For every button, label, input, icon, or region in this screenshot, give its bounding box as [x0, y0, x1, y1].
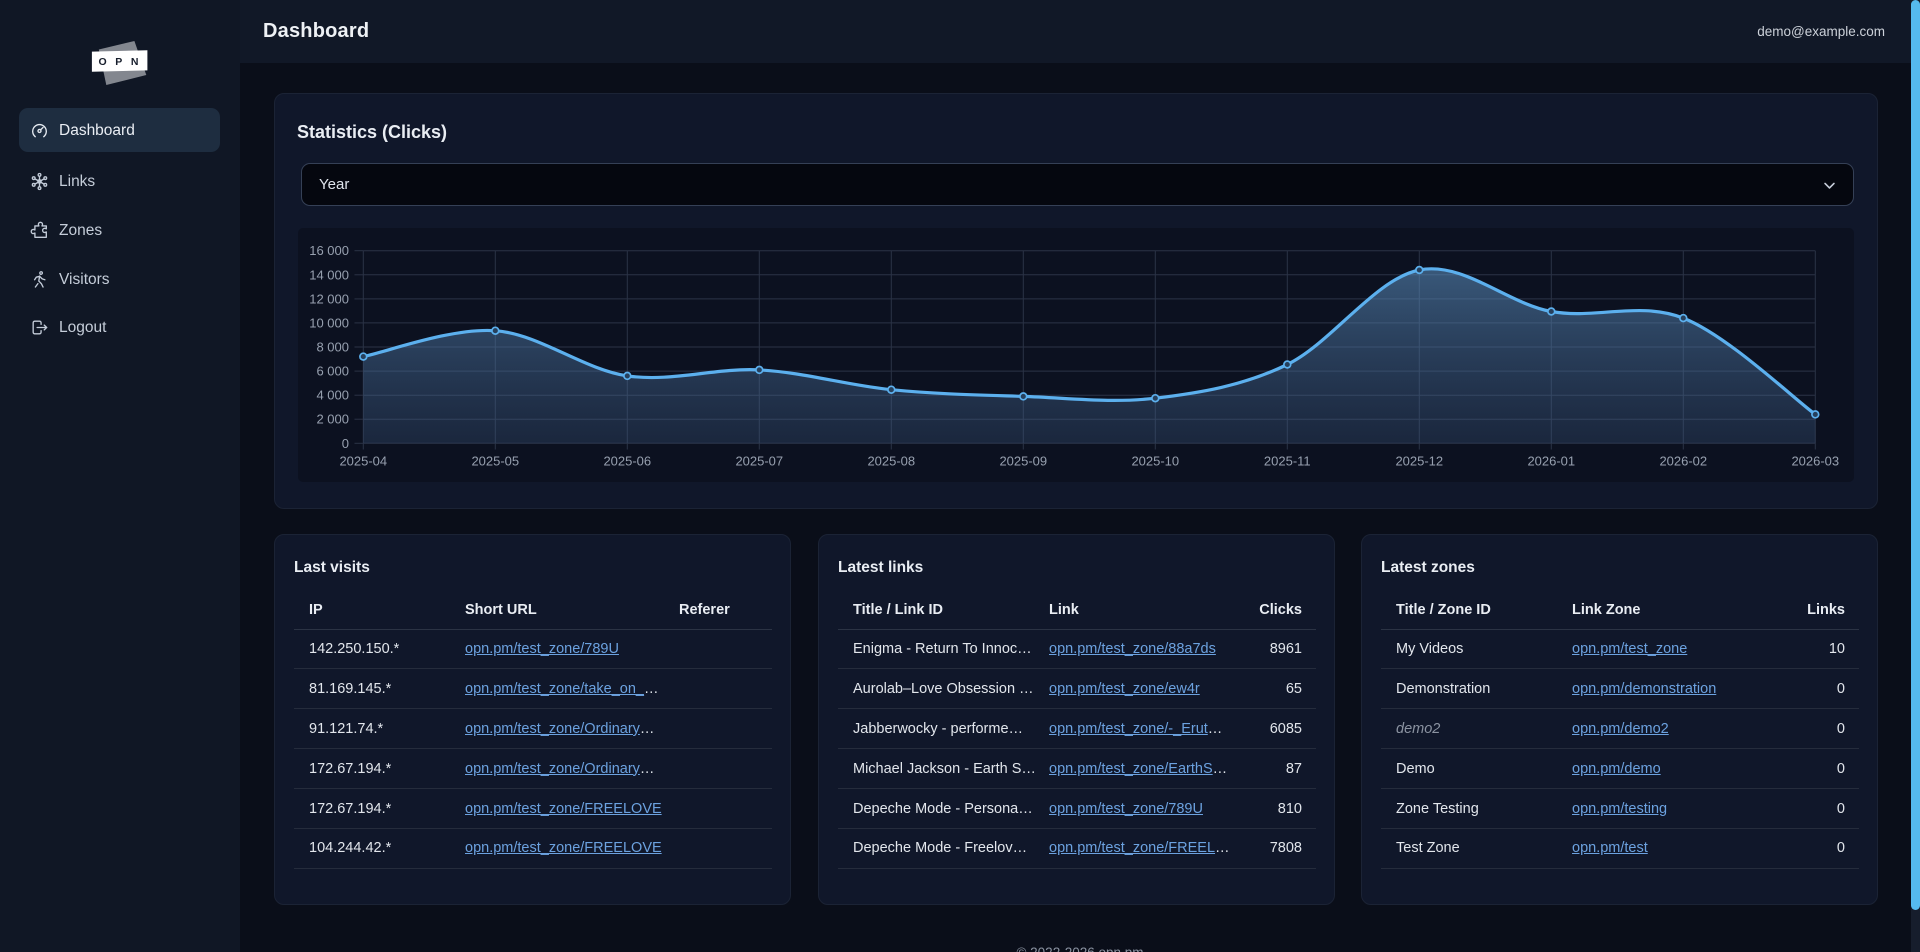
svg-text:2025-12: 2025-12	[1395, 454, 1443, 469]
svg-text:2025-09: 2025-09	[999, 454, 1047, 469]
svg-text:2026-02: 2026-02	[1659, 454, 1707, 469]
svg-text:0: 0	[342, 436, 349, 451]
svg-text:2025-04: 2025-04	[339, 454, 387, 469]
svg-text:2025-10: 2025-10	[1131, 454, 1179, 469]
svg-text:OPN: OPN	[99, 56, 148, 68]
svg-text:10 000: 10 000	[309, 315, 349, 330]
svg-text:2 000: 2 000	[316, 412, 349, 427]
svg-text:2026-03: 2026-03	[1791, 454, 1839, 469]
svg-text:2025-05: 2025-05	[471, 454, 519, 469]
svg-text:14 000: 14 000	[309, 267, 349, 282]
svg-text:12 000: 12 000	[309, 291, 349, 306]
svg-text:8 000: 8 000	[316, 340, 349, 355]
svg-text:2026-01: 2026-01	[1527, 454, 1575, 469]
svg-text:16 000: 16 000	[309, 243, 349, 258]
svg-text:4 000: 4 000	[316, 388, 349, 403]
svg-text:2025-06: 2025-06	[603, 454, 651, 469]
svg-text:6 000: 6 000	[316, 364, 349, 379]
svg-text:2025-07: 2025-07	[735, 454, 783, 469]
svg-text:2025-11: 2025-11	[1264, 454, 1311, 469]
svg-text:2025-08: 2025-08	[867, 454, 915, 469]
